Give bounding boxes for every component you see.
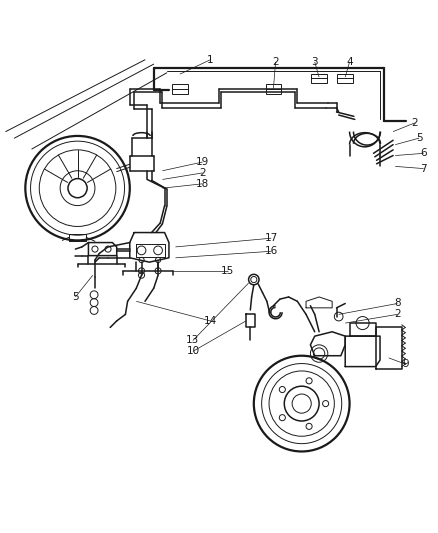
Text: 14: 14 [204, 316, 217, 326]
Text: 9: 9 [403, 359, 410, 369]
Text: 5: 5 [72, 292, 79, 302]
Text: 19: 19 [196, 157, 209, 167]
Text: 18: 18 [196, 179, 209, 189]
Text: 16: 16 [265, 246, 278, 256]
Text: 6: 6 [420, 148, 427, 158]
Text: 7: 7 [420, 164, 427, 174]
Text: 15: 15 [221, 266, 234, 276]
Text: 13: 13 [186, 335, 200, 345]
Text: 2: 2 [272, 57, 279, 67]
Text: 8: 8 [394, 298, 401, 309]
Text: 10: 10 [186, 346, 199, 357]
Text: 2: 2 [412, 118, 418, 128]
Text: 3: 3 [311, 57, 318, 67]
Text: 4: 4 [346, 57, 353, 67]
Text: 2: 2 [394, 309, 401, 319]
Text: 5: 5 [416, 133, 423, 143]
Text: 1: 1 [207, 55, 214, 65]
Text: 17: 17 [265, 233, 278, 243]
Text: 2: 2 [199, 168, 206, 178]
